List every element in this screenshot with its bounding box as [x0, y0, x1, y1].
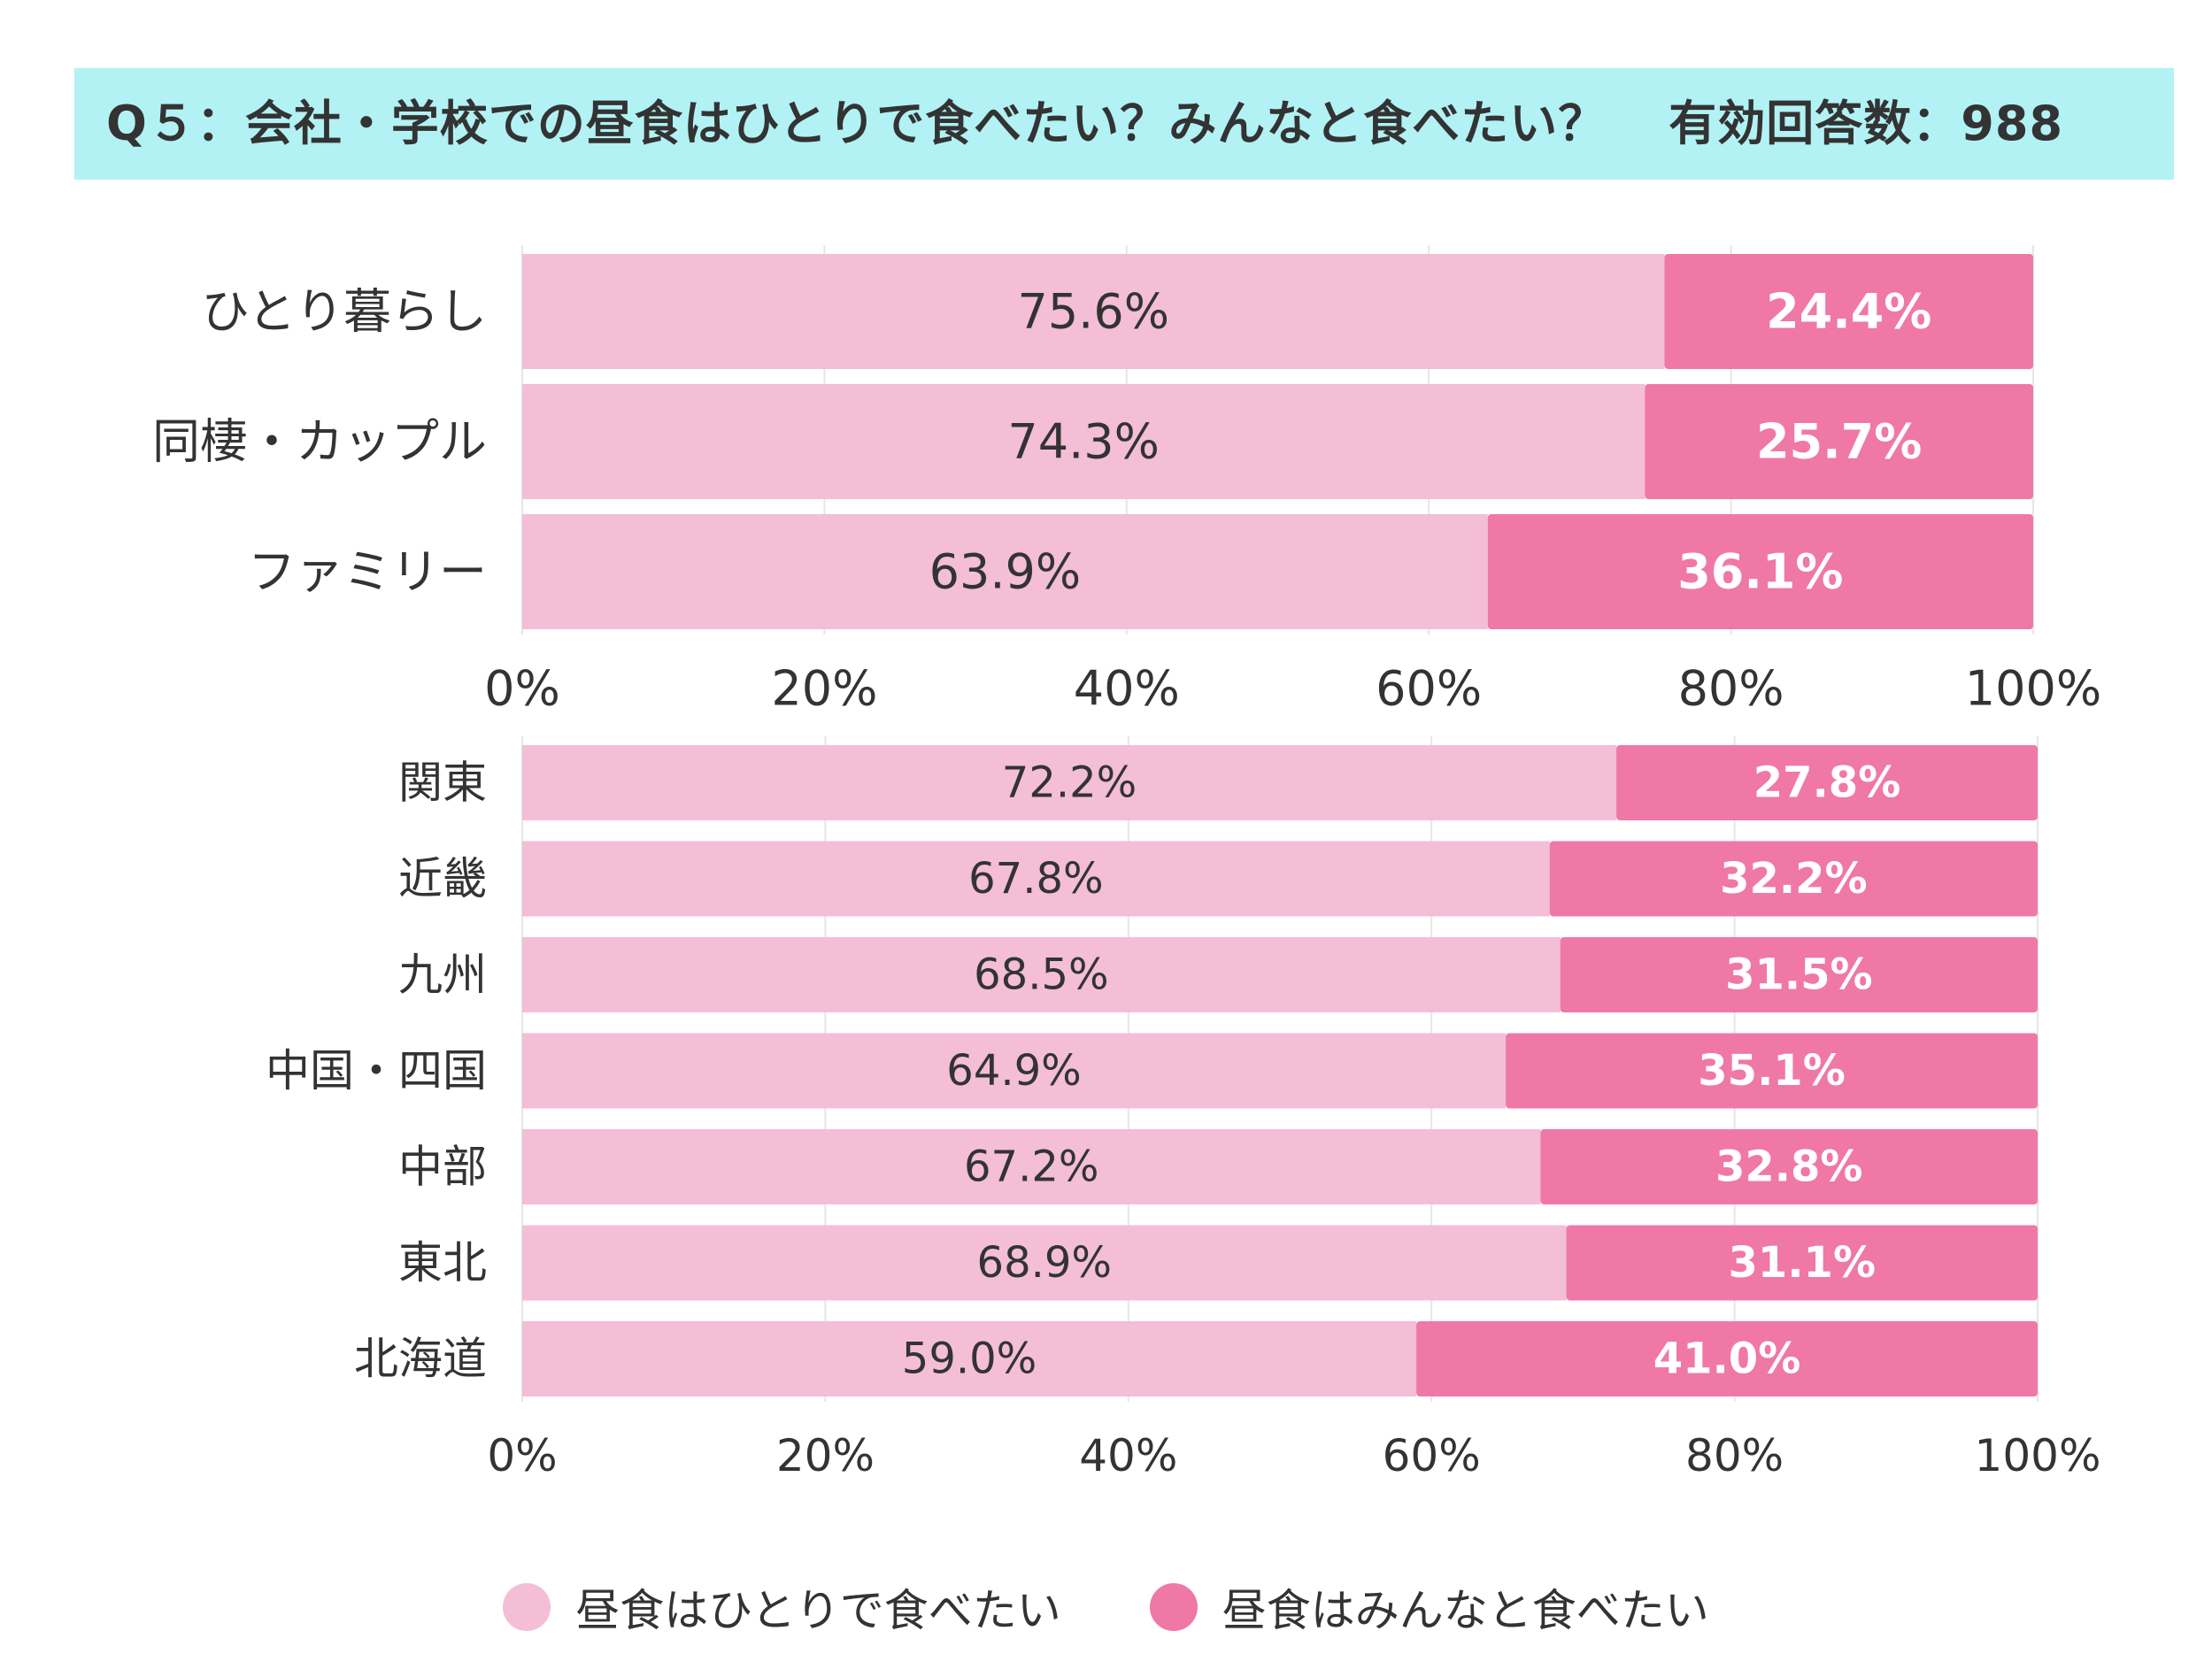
legend-item-alone: 昼食はひとりで食べたい: [503, 1575, 1061, 1639]
value-label-together: 27.8%: [1753, 758, 1901, 808]
value-label-together: 31.1%: [1729, 1238, 1877, 1288]
bar-segment-together: [1566, 1225, 2038, 1301]
x-tick-label: 100%: [1975, 1430, 2101, 1481]
x-tick-label: 40%: [1074, 661, 1180, 717]
value-label-alone: 74.3%: [1007, 414, 1160, 470]
bar-segment-together: [1616, 745, 2038, 820]
x-tick-label: 20%: [776, 1430, 875, 1481]
bar-segment-alone: [522, 254, 1665, 369]
x-tick-label: 60%: [1383, 1430, 1481, 1481]
category-label: ファミリー: [248, 544, 487, 600]
value-label-alone: 72.2%: [1002, 758, 1137, 808]
value-label-together: 32.2%: [1720, 854, 1868, 904]
value-label-together: 31.5%: [1725, 950, 1873, 1000]
legend-swatch-together: [1149, 1583, 1198, 1631]
value-label-alone: 68.5%: [974, 950, 1108, 1000]
bar-segment-alone: [522, 1033, 1507, 1109]
bar-segment-together: [1549, 841, 2038, 917]
category-label: 東北: [398, 1237, 487, 1289]
question-text: Q５：会社・学校での昼食はひとりで食べたい？みんなと食べたい？: [106, 96, 1607, 151]
category-label: ひとり暮らし: [202, 284, 487, 340]
value-label-alone: 64.9%: [946, 1046, 1081, 1096]
x-tick-label: 100%: [1965, 661, 2101, 717]
x-tick-label: 0%: [484, 661, 560, 717]
bar-segment-together: [1540, 1129, 2038, 1204]
value-label-together: 24.4%: [1766, 284, 1931, 340]
respondents-count: 有効回答数：988: [1669, 96, 2064, 151]
value-label-together: 41.0%: [1653, 1335, 1801, 1384]
value-label-alone: 67.8%: [968, 854, 1103, 904]
x-tick-label: 0%: [487, 1430, 557, 1481]
bar-segment-together: [1645, 384, 2033, 499]
value-label-alone: 68.9%: [977, 1238, 1112, 1288]
category-label: 同棲・カップル: [152, 414, 487, 470]
value-label-alone: 67.2%: [964, 1142, 1098, 1192]
x-tick-label: 20%: [771, 661, 877, 717]
category-label: 近畿: [398, 853, 487, 904]
bar-segment-alone: [522, 937, 1561, 1012]
value-label-together: 36.1%: [1677, 544, 1843, 600]
bar-segment-alone: [522, 514, 1488, 629]
bar-segment-alone: [522, 1321, 1417, 1396]
x-tick-label: 80%: [1685, 1430, 1784, 1481]
category-label: 中国・四国: [266, 1045, 487, 1096]
bar-segment-alone: [522, 384, 1646, 499]
category-label: 九州: [398, 950, 487, 1001]
category-label: 北海道: [354, 1334, 487, 1385]
legend: 昼食はひとりで食べたい 昼食はみんなと食べたい: [0, 1575, 2212, 1639]
legend-item-together: 昼食はみんなと食べたい: [1149, 1575, 1709, 1639]
x-tick-label: 60%: [1376, 661, 1482, 717]
bar-segment-together: [1560, 937, 2038, 1012]
bar-segment-together: [1664, 254, 2033, 369]
bar-segment-alone: [522, 745, 1617, 820]
legend-label-alone: 昼食はひとりで食べたい: [575, 1585, 1061, 1636]
value-label-alone: 59.0%: [902, 1335, 1037, 1384]
bar-segment-alone: [522, 841, 1550, 917]
legend-swatch-alone: [503, 1583, 551, 1631]
category-label: 中部: [398, 1142, 487, 1193]
legend-label-together: 昼食はみんなと食べたい: [1222, 1585, 1709, 1636]
value-label-alone: 63.9%: [929, 544, 1082, 600]
category-label: 関東: [398, 758, 487, 809]
x-tick-label: 40%: [1079, 1430, 1177, 1481]
value-label-together: 32.8%: [1715, 1142, 1863, 1192]
value-label-together: 35.1%: [1698, 1046, 1846, 1096]
bar-segment-alone: [522, 1225, 1567, 1301]
bar-segment-alone: [522, 1129, 1541, 1204]
value-label-alone: 75.6%: [1017, 284, 1169, 340]
chart-title: Q５：会社・学校での昼食はひとりで食べたい？みんなと食べたい？ 有効回答数：988: [106, 68, 2063, 180]
bar-segment-together: [1506, 1033, 2038, 1109]
value-label-together: 25.7%: [1756, 414, 1922, 470]
chart-area: 75.6% 24.4% ひとり暮らし 74.3% 25.7% 同棲・カップル 63.9% 36…: [152, 245, 2101, 1481]
title-band: Q５：会社・学校での昼食はひとりで食べたい？みんなと食べたい？ 有効回答数：988: [74, 68, 2174, 180]
bar-segment-together: [1487, 514, 2033, 629]
bar-segment-together: [1416, 1321, 2038, 1396]
x-tick-label: 80%: [1678, 661, 1784, 717]
